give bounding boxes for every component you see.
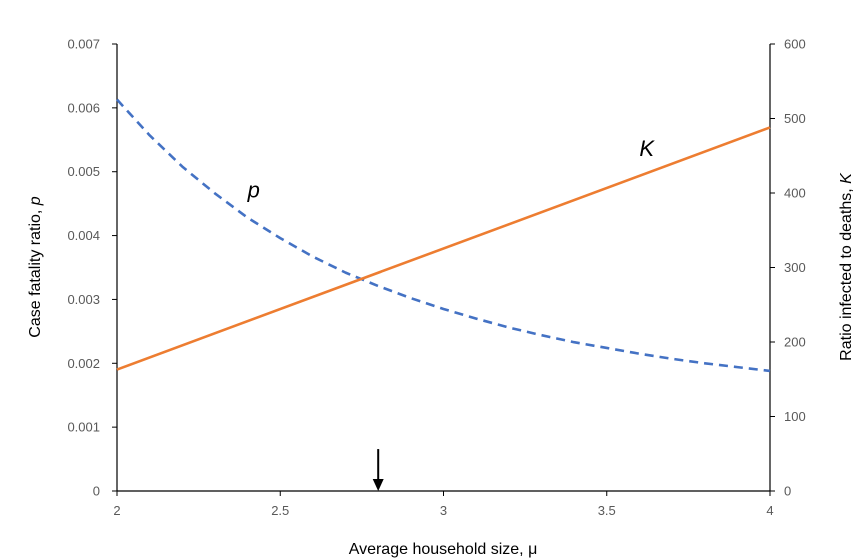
- x-ticks: 2 2.5 3 3.5 4: [113, 491, 773, 518]
- y-right-tick-label: 500: [784, 111, 806, 126]
- x-tick-label: 2: [113, 503, 120, 518]
- curve-label-K: K: [639, 136, 655, 161]
- x-axis-title-symbol: μ: [528, 541, 537, 558]
- series-line-K: [117, 127, 770, 369]
- y-left-tick-label: 0.001: [67, 420, 100, 435]
- series-layer: [117, 100, 770, 371]
- y-right-ticks: 0 100 200 300 400 500 600: [770, 37, 806, 499]
- y-right-tick-label: 0: [784, 484, 791, 499]
- x-tick-label: 3.5: [598, 503, 616, 518]
- x-axis-title: Average household size, μ: [349, 541, 538, 558]
- y-right-tick-label: 200: [784, 335, 806, 350]
- x-tick-label: 2.5: [271, 503, 289, 518]
- y-left-ticks: 0 0.001 0.002 0.003 0.004 0.005 0.006 0.007: [67, 37, 117, 499]
- y-left-tick-label: 0.007: [67, 37, 100, 52]
- y-right-tick-label: 400: [784, 186, 806, 201]
- x-tick-label: 4: [766, 503, 773, 518]
- y-left-tick-label: 0.005: [67, 164, 100, 179]
- y-left-axis-title-prefix: Case fatality ratio,: [27, 205, 44, 338]
- y-left-tick-label: 0.004: [67, 228, 100, 243]
- marker-arrow-head: [373, 479, 384, 491]
- y-left-axis-title-symbol: p: [27, 196, 44, 206]
- y-right-tick-label: 100: [784, 409, 806, 424]
- y-right-axis-title-prefix: Ratio infected to deaths,: [838, 184, 855, 361]
- curve-label-p: p: [247, 177, 260, 202]
- y-right-tick-label: 300: [784, 260, 806, 275]
- y-left-tick-label: 0: [93, 484, 100, 499]
- annotation-layer: pK: [247, 136, 656, 491]
- x-axis-title-prefix: Average household size,: [349, 541, 528, 558]
- axes: [117, 44, 770, 491]
- y-left-axis-title: Case fatality ratio, p: [27, 196, 44, 338]
- y-left-tick-label: 0.002: [67, 356, 100, 371]
- x-tick-label: 3: [440, 503, 447, 518]
- y-right-axis-title: Ratio infected to deaths, K: [838, 172, 855, 361]
- y-left-tick-label: 0.003: [67, 292, 100, 307]
- series-line-p: [117, 100, 770, 371]
- y-right-tick-label: 600: [784, 37, 806, 52]
- y-right-axis-title-symbol: K: [838, 172, 855, 184]
- y-left-tick-label: 0.006: [67, 100, 100, 115]
